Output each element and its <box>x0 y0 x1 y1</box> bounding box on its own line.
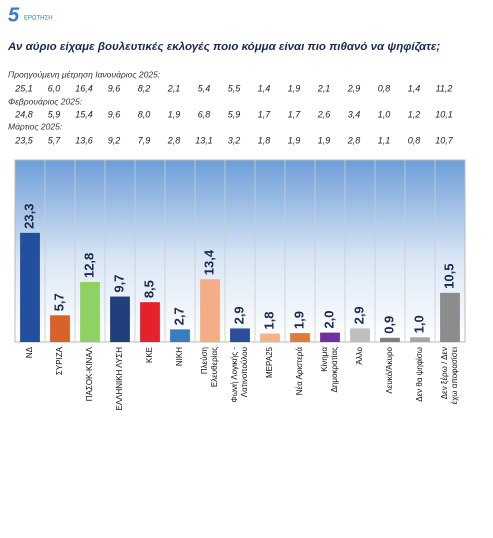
previous-row-label: Φεβρουάριος 2025: <box>8 96 83 106</box>
value-label: 10,5 <box>441 264 456 289</box>
x-tick-label: ΕΛΛΗΝΙΚΗ ΛΥΣΗ <box>115 347 124 411</box>
bar <box>20 232 40 342</box>
previous-value: 9,2 <box>108 135 121 145</box>
x-tick-label: Λευκό/Άκυρο <box>385 346 394 393</box>
question-title: Αν αύριο είχαμε βουλευτικές εκλογές ποιο… <box>7 41 440 53</box>
previous-value: 3,4 <box>348 109 361 119</box>
previous-value: 9,6 <box>108 109 121 119</box>
value-label: 1,0 <box>411 315 426 333</box>
value-label: 0,9 <box>381 316 396 334</box>
bar <box>260 333 280 342</box>
bar <box>230 328 250 342</box>
previous-value: 2,6 <box>317 109 331 119</box>
x-tick-label: ΚίνημαΔημοκρατίας <box>320 347 339 393</box>
bar <box>290 333 310 342</box>
value-label: 8,5 <box>141 280 156 298</box>
question-label: ΕΡΩΤΗΣΗ <box>24 16 53 22</box>
x-tick-label: Άλλο <box>355 346 364 364</box>
x-tick-label: Δεν θα ψηφίσω <box>415 347 424 402</box>
previous-value: 9,6 <box>108 83 121 93</box>
previous-value: 0,8 <box>378 83 391 93</box>
previous-value: 23,5 <box>14 135 34 145</box>
x-tick-label: Φωνή Λογικής -Λατινοπούλου <box>230 347 249 403</box>
previous-value: 2,9 <box>347 83 361 93</box>
previous-value: 1,9 <box>288 83 301 93</box>
previous-value: 8,2 <box>138 83 151 93</box>
bar <box>170 329 190 342</box>
previous-value: 2,1 <box>317 83 331 93</box>
x-tick-label: ΚΚΕ <box>145 347 154 363</box>
value-label: 2,9 <box>351 306 366 324</box>
previous-value: 5,9 <box>228 109 241 119</box>
bar <box>320 332 340 342</box>
value-label: 9,7 <box>111 274 126 292</box>
x-tick-label: ΠΑΣΟΚ-ΚΙΝΑΛ <box>85 346 94 401</box>
value-label: 2,9 <box>231 306 246 324</box>
previous-value: 2,8 <box>347 135 361 145</box>
previous-row-label: Μάρτιος 2025: <box>8 121 63 131</box>
previous-value: 1,8 <box>258 135 271 145</box>
value-label: 1,8 <box>261 311 276 329</box>
previous-value: 6,0 <box>48 83 61 93</box>
x-tick-label: ΜΕΡΑ25 <box>265 346 274 378</box>
bar <box>200 279 220 342</box>
previous-value: 5,7 <box>48 135 62 145</box>
x-tick-label: ΝΔ <box>25 346 34 358</box>
previous-value: 8,0 <box>138 109 151 119</box>
previous-value: 6,8 <box>198 109 211 119</box>
previous-value: 1,2 <box>408 109 421 119</box>
previous-value: 5,9 <box>48 109 61 119</box>
value-label: 1,9 <box>291 311 306 329</box>
previous-value: 13,1 <box>195 135 213 145</box>
bar <box>80 282 100 342</box>
previous-value: 16,4 <box>75 83 93 93</box>
previous-value: 1,4 <box>408 83 421 93</box>
bar <box>110 296 130 342</box>
value-label: 13,4 <box>201 249 216 275</box>
x-tick-label: ΠλεύσηΕλευθερίας <box>200 347 219 387</box>
x-tick-label: ΣΥΡΙΖΑ <box>55 346 64 375</box>
previous-value: 2,8 <box>167 135 181 145</box>
previous-value: 2,1 <box>167 83 181 93</box>
previous-value: 5,4 <box>198 83 211 93</box>
value-label: 2,7 <box>171 307 186 325</box>
previous-value: 15,4 <box>75 109 93 119</box>
x-tick-label: ΝΙΚΗ <box>175 347 184 366</box>
previous-value: 11,2 <box>436 83 453 93</box>
previous-value: 1,9 <box>318 135 331 145</box>
x-tick-label: Δεν ξέρω / Δενέχω αποφασίσει <box>440 347 459 405</box>
previous-value: 25,1 <box>14 83 33 93</box>
previous-value: 3,2 <box>228 135 241 145</box>
previous-value: 1,9 <box>168 109 181 119</box>
previous-value: 1,7 <box>288 109 302 119</box>
previous-value: 1,7 <box>258 109 272 119</box>
x-tick-label: Νέα Αριστερά <box>295 347 304 396</box>
value-label: 5,7 <box>51 293 66 311</box>
previous-row-label: Προηγούμενη μέτρηση Ιανουάριος 2025: <box>8 69 161 79</box>
previous-value: 7,9 <box>138 135 151 145</box>
value-label: 23,3 <box>21 204 36 229</box>
bar <box>140 302 160 342</box>
previous-value: 1,9 <box>288 135 301 145</box>
previous-value: 0,8 <box>408 135 421 145</box>
bar <box>380 337 400 342</box>
value-label: 12,8 <box>81 253 96 278</box>
previous-value: 1,4 <box>258 83 271 93</box>
previous-value: 5,5 <box>228 83 242 93</box>
value-label: 2,0 <box>321 311 336 329</box>
bar <box>50 315 70 342</box>
previous-value: 1,0 <box>378 109 391 119</box>
bar <box>350 328 370 342</box>
previous-value: 1,1 <box>378 135 391 145</box>
previous-value: 10,7 <box>435 135 454 145</box>
previous-value: 13,6 <box>75 135 93 145</box>
previous-value: 24,8 <box>14 109 33 119</box>
bar <box>410 337 430 342</box>
previous-value: 10,1 <box>435 109 453 119</box>
bar <box>440 292 460 342</box>
question-number: 5 <box>8 4 20 26</box>
